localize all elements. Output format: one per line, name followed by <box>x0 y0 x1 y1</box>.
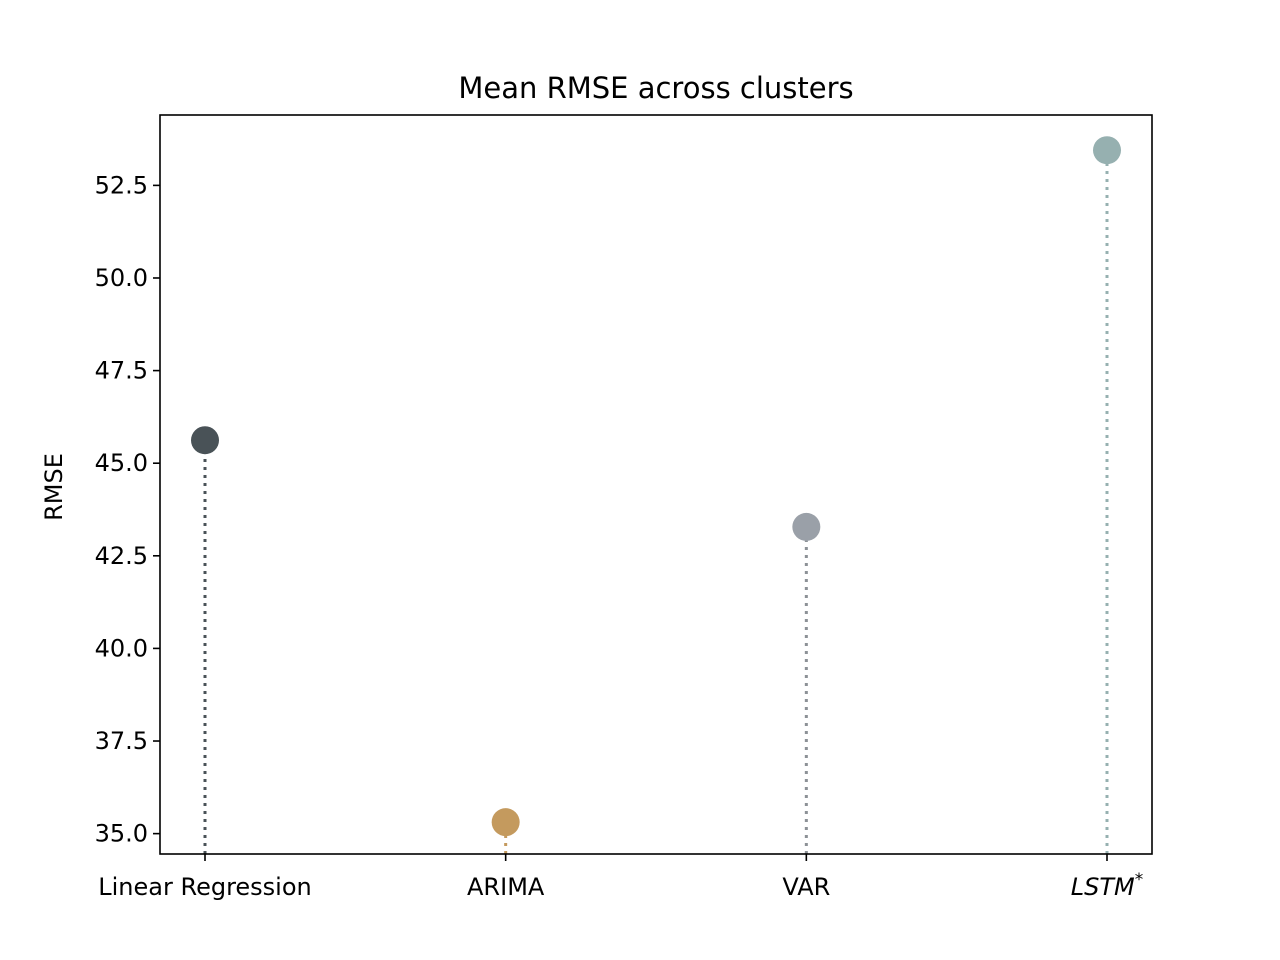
x-tick-label: Linear Regression <box>98 873 312 901</box>
y-tick-label: 37.5 <box>95 727 148 755</box>
y-tick-label: 52.5 <box>95 171 148 199</box>
data-point-marker <box>1093 136 1121 165</box>
y-axis: 35.0 37.5 40.0 42.5 45.0 47.5 50.0 52.5 <box>95 171 160 848</box>
y-tick-label: 35.0 <box>95 820 148 848</box>
y-tick-label: 42.5 <box>95 542 148 570</box>
y-tick-label: 40.0 <box>95 634 148 662</box>
y-tick-label: 47.5 <box>95 357 148 385</box>
x-tick-label: LSTM* <box>1071 870 1143 901</box>
x-tick-label: ARIMA <box>467 873 545 901</box>
y-tick-label: 45.0 <box>95 449 148 477</box>
data-point-marker <box>792 512 821 541</box>
data-point-marker <box>491 808 520 837</box>
markers-layer <box>191 136 1121 837</box>
stems-layer <box>203 150 1109 854</box>
data-point-marker <box>191 426 219 455</box>
chart-title: Mean RMSE across clusters <box>458 71 853 105</box>
y-axis-label: RMSE <box>40 453 68 521</box>
y-tick-label: 50.0 <box>95 264 148 292</box>
x-tick-label: VAR <box>782 873 830 901</box>
plot-area-frame <box>159 114 1153 855</box>
x-axis: Linear Regression ARIMA VAR LSTM* <box>98 854 1143 901</box>
